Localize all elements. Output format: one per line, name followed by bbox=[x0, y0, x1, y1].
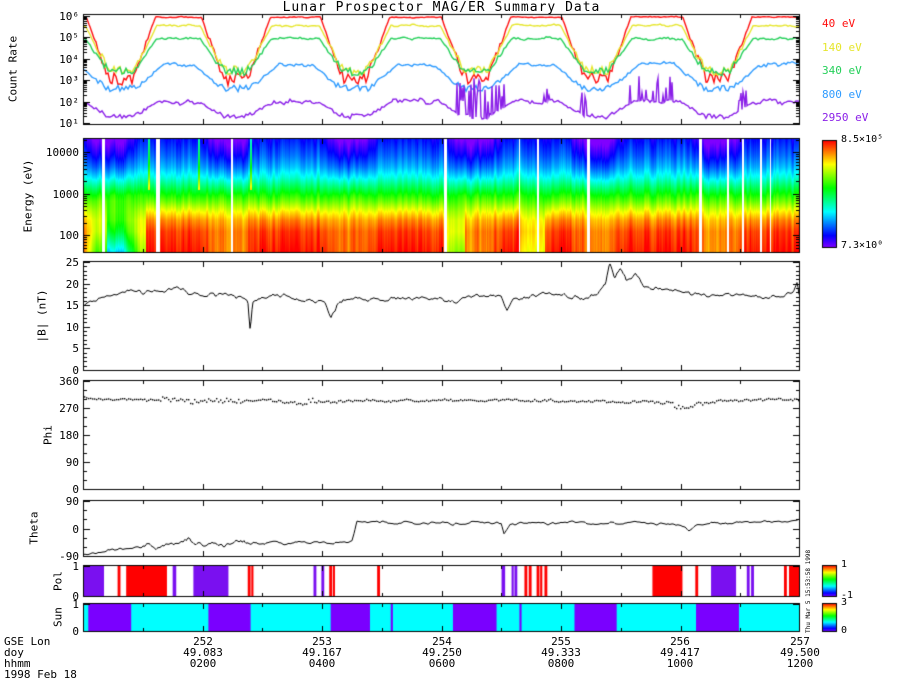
x-tick-gse: 257 bbox=[790, 635, 810, 648]
y-tick-label: -90 bbox=[59, 550, 79, 563]
x-tick-hhmm: 1200 bbox=[786, 657, 814, 670]
x-tick-hhmm: 0600 bbox=[428, 657, 456, 670]
colorbar-min-label: 7.3×10⁰ bbox=[841, 240, 884, 251]
ylabel-bmag: |B| (nT) bbox=[35, 289, 49, 343]
legend-item: 800 eV bbox=[822, 87, 862, 101]
footer-row-doy: doy bbox=[4, 646, 24, 659]
x-tick-hhmm: 0400 bbox=[308, 657, 336, 670]
y-tick-label: 10⁵ bbox=[59, 31, 79, 44]
x-tick-hhmm: 1000 bbox=[666, 657, 694, 670]
x-tick-hhmm: 0200 bbox=[189, 657, 217, 670]
y-tick-label: 0 bbox=[72, 625, 79, 638]
x-tick-doy: 49.417 bbox=[660, 646, 700, 659]
y-tick-label: 1 bbox=[72, 560, 79, 573]
polbar-min-label: -1 bbox=[841, 590, 854, 601]
y-tick-label: 1 bbox=[72, 598, 79, 611]
x-tick-gse: 256 bbox=[670, 635, 690, 648]
y-tick-label: 25 bbox=[65, 256, 79, 269]
x-tick-gse: 255 bbox=[551, 635, 571, 648]
y-tick-label: 1000 bbox=[52, 188, 80, 201]
y-tick-label: 0 bbox=[72, 590, 79, 603]
y-tick-label: 10¹ bbox=[59, 117, 79, 130]
y-tick-label: 10³ bbox=[59, 74, 79, 87]
footer-row-hhmm: hhmm bbox=[4, 657, 31, 670]
sunbar-max-label: 3 bbox=[841, 597, 848, 608]
legend-item: 2950 eV bbox=[822, 111, 869, 124]
y-tick-label: 0 bbox=[72, 483, 79, 496]
ylabel-pol: Pol bbox=[51, 571, 65, 591]
polbar-max-label: 1 bbox=[841, 559, 848, 570]
footer-row-gse: GSE Lon bbox=[4, 635, 51, 648]
x-tick-doy: 49.250 bbox=[422, 646, 462, 659]
legend-item: 140 eV bbox=[822, 40, 862, 54]
ylabel-theta: Theta bbox=[27, 511, 41, 545]
x-tick-gse: 253 bbox=[312, 635, 332, 648]
y-tick-label: 180 bbox=[59, 429, 79, 442]
y-tick-label: 0 bbox=[72, 523, 79, 536]
y-tick-label: 15 bbox=[65, 299, 79, 312]
x-tick-gse: 252 bbox=[193, 635, 213, 648]
page-title: Lunar Prospector MAG/ER Summary Data bbox=[282, 0, 601, 15]
x-tick-doy: 49.167 bbox=[302, 646, 342, 659]
y-tick-label: 90 bbox=[65, 495, 79, 508]
ylabel-count-rate: Count Rate bbox=[6, 35, 20, 103]
ylabel-sun: Sun bbox=[51, 607, 65, 627]
y-tick-label: 10⁶ bbox=[59, 10, 79, 23]
x-tick-doy: 49.333 bbox=[541, 646, 581, 659]
legend-item: 340 eV bbox=[822, 64, 862, 77]
timestamp-vertical: Thu Mar 5 15:53:58 1998 bbox=[805, 549, 812, 633]
y-tick-label: 90 bbox=[65, 456, 79, 469]
ylabel-phi: Phi bbox=[41, 425, 55, 445]
y-tick-label: 10000 bbox=[45, 146, 79, 159]
legend-item: 40 eV bbox=[822, 17, 856, 30]
x-tick-doy: 49.500 bbox=[780, 646, 820, 659]
y-tick-label: 10² bbox=[59, 96, 79, 109]
y-tick-label: 100 bbox=[59, 229, 79, 242]
ylabel-energy: Energy (eV) bbox=[21, 159, 35, 233]
y-tick-label: 10⁴ bbox=[59, 53, 79, 66]
colorbar-max-label: 8.5×10⁵ bbox=[841, 134, 884, 145]
x-tick-gse: 254 bbox=[432, 635, 452, 648]
y-tick-label: 360 bbox=[59, 375, 79, 388]
y-tick-label: 270 bbox=[59, 402, 79, 415]
y-tick-label: 20 bbox=[65, 278, 79, 291]
y-tick-label: 10 bbox=[65, 321, 79, 334]
sunbar-min-label: 0 bbox=[841, 625, 848, 636]
y-tick-label: 0 bbox=[72, 364, 79, 377]
y-tick-label: 5 bbox=[72, 342, 79, 355]
x-tick-hhmm: 0800 bbox=[547, 657, 575, 670]
footer-date: 1998 Feb 18 bbox=[4, 668, 77, 681]
x-tick-doy: 49.083 bbox=[183, 646, 223, 659]
